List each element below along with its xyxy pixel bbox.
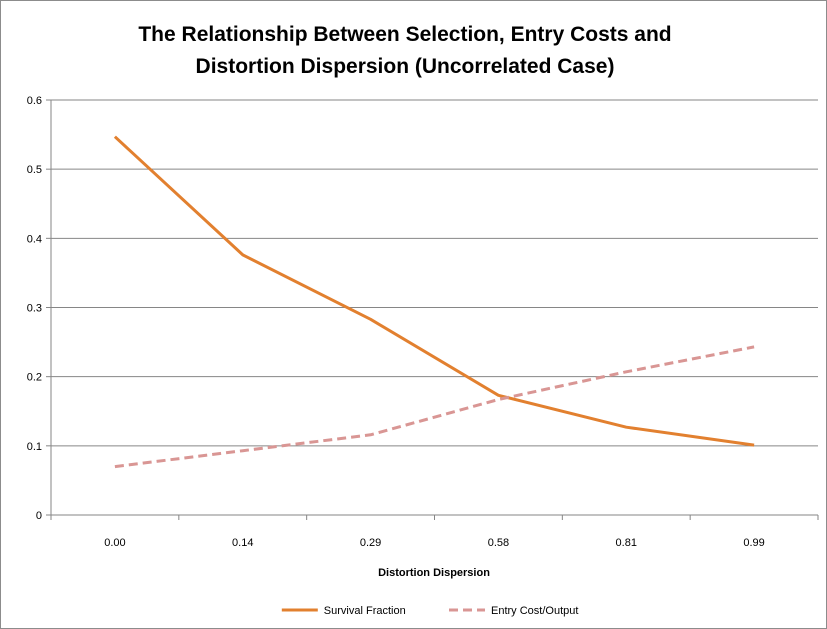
x-tick-label: 0.29 — [360, 537, 381, 549]
legend: Survival Fraction Entry Cost/Output — [281, 605, 578, 617]
legend-label: Entry Cost/Output — [491, 605, 578, 617]
x-axis-title: Distortion Dispersion — [378, 567, 490, 579]
x-tick-label: 0.14 — [232, 537, 253, 549]
y-tick-label: 0 — [36, 510, 42, 522]
series-line-survival-fraction — [113, 135, 755, 447]
y-axis-ticks: 0 0.1 0.2 0.3 0.4 0.5 0.6 — [27, 95, 51, 522]
series-layer — [113, 135, 755, 469]
y-tick-label: 0.6 — [27, 95, 42, 107]
y-tick-label: 0.4 — [27, 233, 42, 245]
x-tick-label: 0.81 — [616, 537, 637, 549]
series-line-entry-cost-output — [114, 345, 755, 469]
y-tick-label: 0.5 — [27, 164, 42, 176]
chart-title-line-2: Distortion Dispersion (Uncorrelated Case… — [196, 55, 615, 78]
y-tick-label: 0.1 — [27, 441, 42, 453]
gridlines — [51, 99, 818, 447]
y-tick-label: 0.3 — [27, 303, 42, 315]
legend-label: Survival Fraction — [324, 605, 406, 617]
y-tick-label: 0.2 — [27, 372, 42, 384]
x-tick-label: 0.58 — [488, 537, 509, 549]
x-tick-label: 0.99 — [743, 537, 764, 549]
x-tick-label: 0.00 — [104, 537, 125, 549]
x-axis-ticks: 0.00 0.14 0.29 0.58 0.81 0.99 — [50, 515, 819, 549]
chart-title-line-1: The Relationship Between Selection, Entr… — [138, 23, 671, 46]
